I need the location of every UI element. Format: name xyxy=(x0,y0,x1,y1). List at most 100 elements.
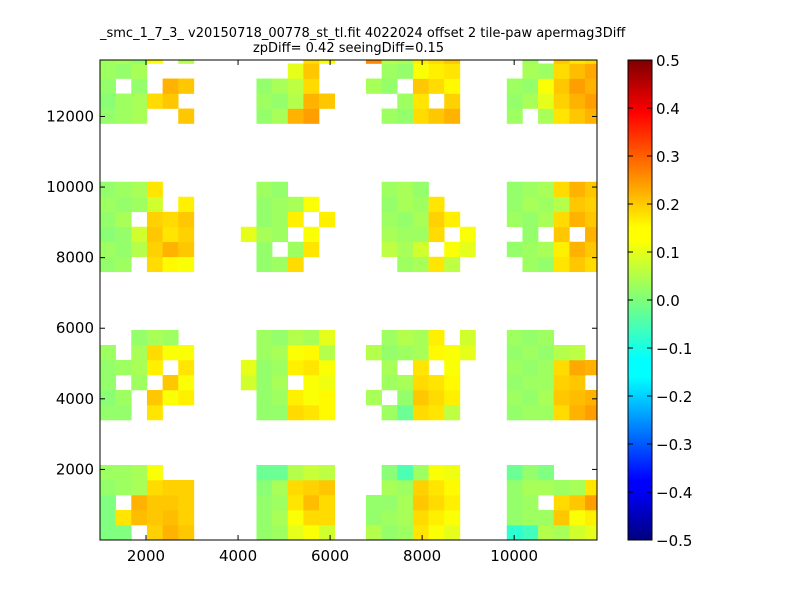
heatmap-cell xyxy=(459,241,476,258)
heatmap-cell xyxy=(287,345,304,361)
heatmap-cell xyxy=(115,108,132,124)
heatmap-cell xyxy=(287,196,304,213)
heatmap-cell xyxy=(240,375,257,391)
heatmap-cell xyxy=(146,480,163,496)
heatmap-cell xyxy=(506,480,523,496)
heatmap-cell xyxy=(569,108,586,124)
heatmap-cell xyxy=(256,465,273,481)
heatmap-cell xyxy=(178,495,195,511)
heatmap-cell xyxy=(256,241,273,258)
heatmap-cell xyxy=(412,375,429,391)
heatmap-cell xyxy=(303,78,320,94)
heatmap-cell xyxy=(287,495,304,511)
y-tick-label: 4000 xyxy=(56,390,94,408)
heatmap-cell xyxy=(303,495,320,511)
heatmap-cell xyxy=(178,480,195,496)
colorbar-tick-label: −0.5 xyxy=(656,532,692,550)
heatmap-cell xyxy=(538,196,555,213)
heatmap-cell xyxy=(428,375,445,391)
y-tick-label: 2000 xyxy=(56,460,94,478)
heatmap-cell xyxy=(412,405,429,421)
heatmap-cell xyxy=(256,226,273,243)
heatmap-cell xyxy=(162,345,179,361)
heatmap-cell xyxy=(131,241,148,258)
heatmap-cell xyxy=(131,360,148,376)
heatmap-cell xyxy=(444,241,461,258)
heatmap-cell xyxy=(428,226,445,243)
heatmap-cell xyxy=(397,256,414,273)
heatmap-cell xyxy=(272,525,289,541)
heatmap-cell xyxy=(146,93,163,109)
heatmap-cell xyxy=(444,495,461,511)
heatmap-cell xyxy=(256,405,273,421)
heatmap-cell xyxy=(115,241,132,258)
heatmap-cell xyxy=(381,480,398,496)
heatmap-cell xyxy=(272,256,289,273)
heatmap-cell xyxy=(303,345,320,361)
heatmap-cell xyxy=(381,330,398,346)
heatmap-cell xyxy=(381,510,398,526)
heatmap-cell xyxy=(303,375,320,391)
heatmap-cell xyxy=(287,256,304,273)
heatmap-cell xyxy=(272,375,289,391)
heatmap-cell xyxy=(381,226,398,243)
heatmap-cell xyxy=(319,375,335,391)
heatmap-cell xyxy=(115,60,132,64)
heatmap-cell xyxy=(397,510,414,526)
heatmap-cell xyxy=(553,78,570,94)
colorbar-tick-label: −0.4 xyxy=(656,484,692,502)
colorbar-ticks: −0.5 −0.4 −0.3 −0.2 −0.1 0.0 0.1 0.2 0.3 0.4 0.5 xyxy=(628,52,692,550)
heatmap-cell xyxy=(256,196,273,213)
heatmap-cell xyxy=(178,226,195,243)
heatmap-cell xyxy=(381,375,398,391)
heatmap-cell xyxy=(569,510,586,526)
heatmap-cell xyxy=(569,345,586,361)
heatmap-cell xyxy=(272,360,289,376)
heatmap-cell xyxy=(444,63,461,79)
heatmap-cell xyxy=(381,241,398,258)
heatmap-cell xyxy=(100,345,116,361)
heatmap-cell xyxy=(287,480,304,496)
heatmap-cell xyxy=(585,93,598,109)
heatmap-cell xyxy=(256,330,273,346)
heatmap-cell xyxy=(319,60,335,64)
chart-title-line-1: _smc_1_7_3_ v20150718_00778_st_tl.fit 40… xyxy=(100,26,626,41)
heatmap-cells xyxy=(100,60,598,541)
heatmap-cell xyxy=(131,226,148,243)
heatmap-cell xyxy=(272,495,289,511)
heatmap-cell xyxy=(256,78,273,94)
heatmap-cell xyxy=(522,510,539,526)
y-tick-label: 8000 xyxy=(56,249,94,267)
heatmap-cell xyxy=(115,181,132,198)
heatmap-cell xyxy=(569,60,586,64)
heatmap-cell xyxy=(256,108,273,124)
heatmap-cell xyxy=(240,226,257,243)
heatmap-cell xyxy=(522,495,539,511)
axes: 2000 4000 6000 8000 10000 2000 4000 6000 8000 100… xyxy=(46,60,597,565)
heatmap-cell xyxy=(365,495,382,511)
heatmap-cell xyxy=(100,93,116,109)
heatmap-cell xyxy=(585,108,598,124)
heatmap-cell xyxy=(100,525,116,541)
heatmap-cell xyxy=(303,196,320,213)
heatmap-cell xyxy=(162,256,179,273)
heatmap-cell xyxy=(115,525,132,541)
heatmap-cell xyxy=(303,60,320,64)
heatmap-cell xyxy=(162,330,179,346)
heatmap-cell xyxy=(428,330,445,346)
heatmap-cell xyxy=(397,211,414,228)
heatmap-cell xyxy=(428,78,445,94)
heatmap-cell xyxy=(585,510,598,526)
heatmap-cell xyxy=(506,181,523,198)
heatmap-cell xyxy=(178,360,195,376)
heatmap-cell xyxy=(303,241,320,258)
heatmap-cell xyxy=(381,495,398,511)
heatmap-cell xyxy=(365,390,382,406)
heatmap-cell xyxy=(319,480,335,496)
heatmap-cell xyxy=(444,108,461,124)
heatmap-cell xyxy=(287,63,304,79)
heatmap-cell xyxy=(319,345,335,361)
heatmap-cell xyxy=(428,63,445,79)
heatmap-cell xyxy=(115,465,132,481)
heatmap-cell xyxy=(256,495,273,511)
